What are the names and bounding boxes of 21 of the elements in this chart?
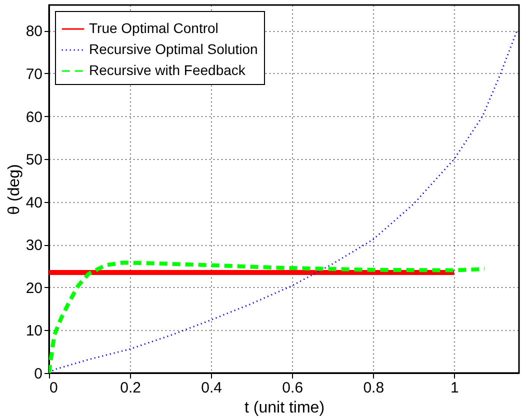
y-axis-title: θ (deg) [6,164,23,215]
y-tick-label: 40 [26,194,42,212]
y-tick-label: 80 [26,23,42,40]
x-tick-label: 0.6 [282,380,304,396]
legend-label: Recursive with Feedback [89,62,246,78]
legend-label: Recursive Optimal Solution [89,41,258,57]
line-series [49,260,487,373]
x-tick-label: 0 [50,380,58,396]
x-tick-label: 1 [450,380,459,396]
y-tick-label: 60 [26,108,42,126]
x-tick-label: 0.4 [201,380,222,396]
y-tick-label: 70 [26,66,42,83]
legend-label: True Optimal Control [89,20,218,36]
y-tick-label: 50 [26,152,42,169]
y-tick-label: 0 [34,366,42,382]
x-tick-label: 0.2 [120,380,141,396]
x-axis-title: t (unit time) [244,400,325,416]
x-tick-label: 0.8 [363,380,384,396]
y-tick-label: 30 [26,237,42,254]
y-tick-label: 10 [26,322,42,340]
y-tick-label: 20 [26,280,42,297]
